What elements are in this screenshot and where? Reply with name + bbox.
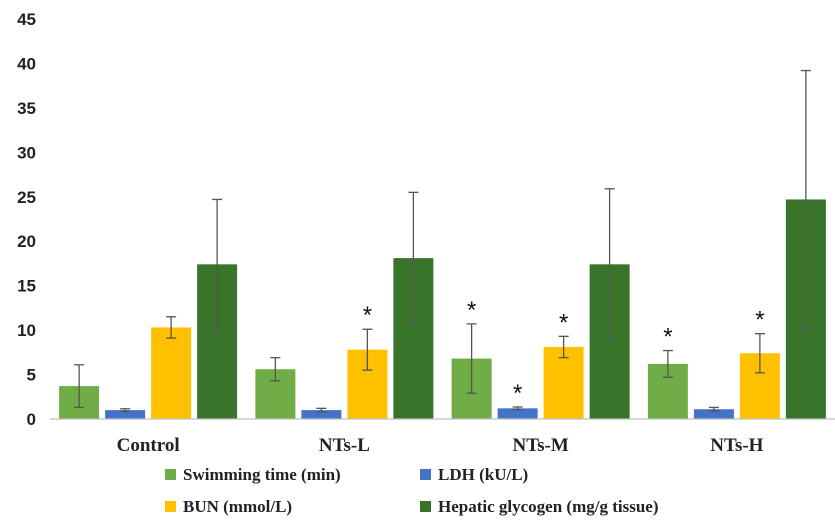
bars-group bbox=[59, 199, 826, 419]
legend-label: LDH (kU/L) bbox=[438, 465, 528, 484]
significance-star: * bbox=[663, 324, 672, 351]
error-bars-group bbox=[74, 69, 811, 413]
legend-label: Swimming time (min) bbox=[183, 465, 341, 484]
y-tick-label: 5 bbox=[27, 366, 36, 385]
x-category-label: NTs-L bbox=[319, 435, 370, 456]
legend-label: BUN (mmol/L) bbox=[183, 497, 292, 516]
significance-star: * bbox=[467, 297, 476, 324]
x-category-label: NTs-M bbox=[512, 435, 568, 456]
bar bbox=[693, 409, 734, 419]
y-tick-label: 0 bbox=[27, 410, 36, 429]
legend-swatch bbox=[420, 501, 431, 512]
significance-star: * bbox=[755, 307, 764, 334]
significance-star: * bbox=[363, 302, 372, 329]
y-tick-label: 30 bbox=[17, 143, 36, 162]
bar bbox=[151, 327, 192, 419]
y-tick-label: 40 bbox=[17, 54, 36, 73]
legend-swatch bbox=[165, 469, 176, 480]
significance-markers: * * * * * * bbox=[363, 297, 765, 407]
x-category-label: NTs-H bbox=[710, 435, 763, 456]
y-tick-label: 20 bbox=[17, 232, 36, 251]
x-axis-categories: Control NTs-L NTs-M NTs-H bbox=[117, 435, 764, 456]
bar bbox=[105, 410, 146, 419]
legend-label: Hepatic glycogen (mg/g tissue) bbox=[438, 497, 659, 516]
bar bbox=[543, 347, 584, 419]
legend-swatch bbox=[165, 501, 176, 512]
y-tick-label: 45 bbox=[17, 10, 36, 29]
legend-swatch bbox=[420, 469, 431, 480]
significance-star: * bbox=[513, 380, 522, 407]
x-category-label: Control bbox=[117, 435, 180, 456]
y-axis-ticks: 0 5 10 15 20 25 30 35 40 45 bbox=[17, 10, 36, 429]
y-tick-label: 10 bbox=[17, 321, 36, 340]
legend: Swimming time (min) LDH (kU/L) BUN (mmol/L… bbox=[165, 465, 659, 516]
significance-star: * bbox=[559, 309, 568, 336]
y-tick-label: 15 bbox=[17, 277, 36, 296]
bar bbox=[301, 410, 342, 419]
y-tick-label: 35 bbox=[17, 99, 36, 118]
bar bbox=[497, 408, 538, 419]
y-tick-label: 25 bbox=[17, 188, 36, 207]
